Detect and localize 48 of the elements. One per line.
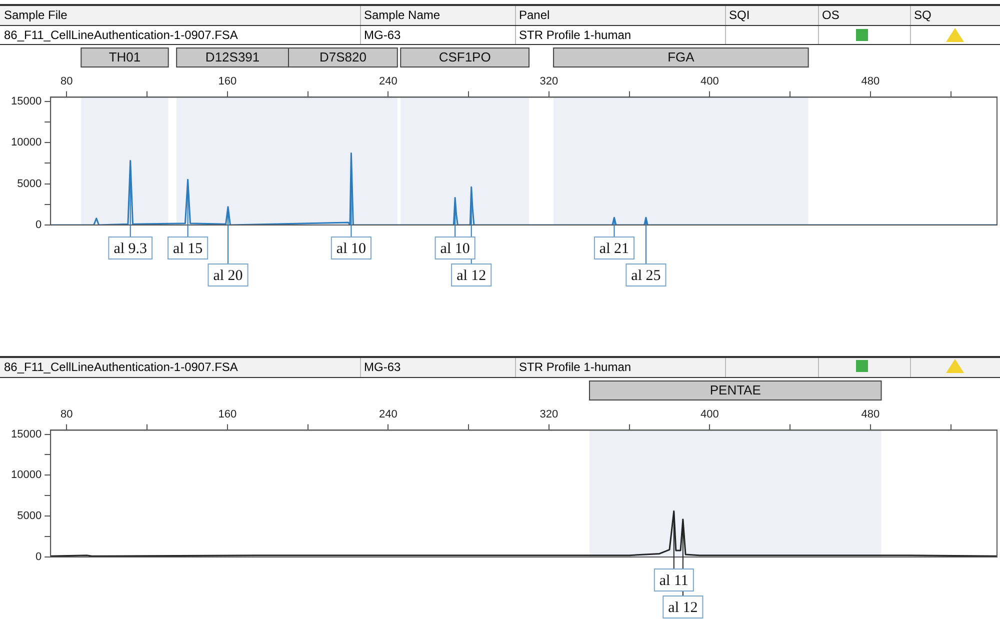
y-tick-label: 5000 [17, 510, 42, 522]
band-label: PENTAE [710, 382, 762, 398]
x-tick-label: 160 [218, 76, 237, 88]
x-tick-label: 240 [378, 408, 398, 421]
band-label: CSF1PO [438, 50, 491, 65]
text: MG-63 [364, 28, 401, 42]
text: 86_F11_CellLineAuthentication-1-0907.FSA [4, 360, 238, 374]
x-tick-label: 400 [700, 76, 719, 88]
y-tick-label: 15000 [10, 428, 42, 440]
x-tick-label: 320 [540, 408, 558, 421]
annotation: al 20 [213, 268, 243, 284]
band-label: D12S391 [205, 50, 260, 65]
band-label: D7S820 [319, 50, 366, 65]
y-tick-label: 10000 [10, 136, 42, 149]
x-tick-label: 320 [540, 76, 558, 88]
annotation: al 9.3 [114, 240, 148, 257]
annotation: al 21 [599, 240, 630, 257]
band-label: TH01 [108, 50, 141, 65]
x-tick-label: 160 [218, 408, 237, 421]
band-label: FGA [668, 50, 695, 65]
annotation: al 10 [440, 240, 470, 257]
text: Panel [519, 8, 550, 22]
text: SQ [914, 8, 932, 22]
text: SQI [729, 8, 750, 22]
y-tick-label: 10000 [10, 469, 42, 482]
annotation: al 15 [173, 240, 203, 257]
text: MG-63 [364, 360, 401, 374]
y-tick-label: 0 [35, 219, 42, 232]
text: STR Profile 1-human [519, 28, 632, 42]
annotation: al 10 [336, 240, 366, 257]
annotation: al 12 [668, 600, 698, 616]
text: STR Profile 1-human [519, 360, 632, 374]
y-tick-label: 15000 [10, 95, 42, 108]
annotation: al 11 [659, 572, 688, 589]
text: 86_F11_CellLineAuthentication-1-0907.FSA [4, 28, 238, 42]
y-tick-label: 0 [35, 551, 42, 564]
text: Sample File [4, 8, 68, 22]
annotation: al 25 [631, 268, 661, 284]
annotation: al 12 [456, 268, 486, 284]
x-tick-label: 80 [60, 76, 73, 88]
x-tick-label: 80 [60, 408, 73, 421]
x-tick-label: 480 [861, 76, 880, 88]
x-tick-label: 240 [378, 76, 398, 88]
text: Sample Name [364, 8, 440, 22]
text: OS [822, 8, 840, 22]
y-tick-label: 5000 [17, 178, 42, 190]
x-tick-label: 400 [700, 408, 719, 421]
x-tick-label: 480 [861, 408, 880, 421]
